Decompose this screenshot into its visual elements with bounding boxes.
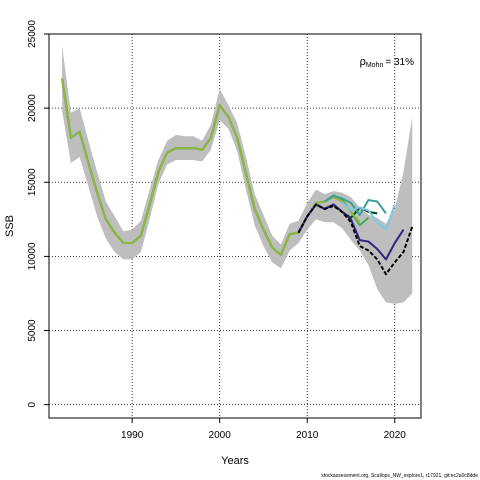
y-tick-label: 25000 [27,20,38,48]
y-tick-label: 15000 [27,168,38,196]
series-line-7 [297,203,414,276]
y-axis: 0 5000 10000 15000 20000 25000 [27,20,49,407]
confidence-band-layer [62,45,413,304]
plot-frame [48,33,422,419]
rho-subscript: Mohn [366,62,384,69]
x-tick-label: 2000 [209,430,232,441]
y-axis-title: SSB [4,215,16,237]
rho-symbol: ρ [360,56,366,68]
x-tick-label: 2020 [384,430,407,441]
series-layer [61,78,414,276]
x-axis-title: Years [221,455,249,467]
series-line-5 [341,202,396,231]
confidence-band [62,45,413,304]
y-tick-label: 10000 [27,242,38,270]
x-tick-label: 2010 [296,430,319,441]
y-tick-label: 0 [27,401,38,407]
x-tick-label: 1990 [121,430,144,441]
x-axis: 1990 2000 2010 2020 [121,418,406,441]
y-tick-label: 20000 [27,94,38,122]
source-caption: stockassessment.org, Scallops_NW_explore… [321,473,478,479]
rho-value: = 31% [385,57,414,68]
mohn-rho-annotation: ρMohn = 31% [360,56,415,69]
y-tick-label: 5000 [27,319,38,342]
